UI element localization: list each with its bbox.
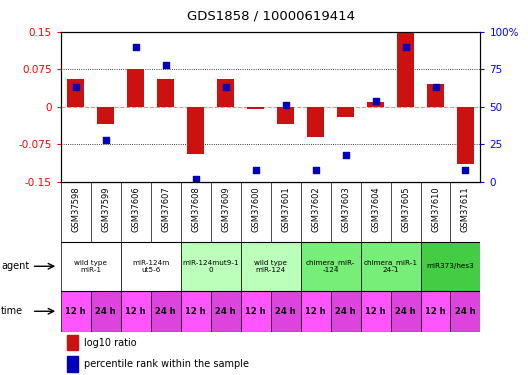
- Text: percentile rank within the sample: percentile rank within the sample: [84, 359, 249, 369]
- Text: 24 h: 24 h: [275, 307, 296, 316]
- Text: miR373/hes3: miR373/hes3: [427, 263, 474, 269]
- Text: GSM37611: GSM37611: [461, 186, 470, 232]
- Text: 24 h: 24 h: [215, 307, 236, 316]
- Text: 12 h: 12 h: [185, 307, 206, 316]
- Point: [461, 167, 470, 173]
- Text: GSM37601: GSM37601: [281, 186, 290, 232]
- Bar: [98, 107, 114, 124]
- Bar: [361, 291, 391, 332]
- Text: 12 h: 12 h: [425, 307, 446, 316]
- Text: 24 h: 24 h: [96, 307, 116, 316]
- Text: 12 h: 12 h: [246, 307, 266, 316]
- Text: GSM37607: GSM37607: [161, 186, 170, 232]
- Text: chimera_miR-
-124: chimera_miR- -124: [306, 260, 355, 273]
- Text: agent: agent: [1, 261, 30, 271]
- Bar: [211, 291, 241, 332]
- Text: time: time: [1, 306, 23, 316]
- Point: [101, 137, 110, 143]
- Point: [312, 167, 320, 173]
- Bar: [457, 107, 474, 164]
- Text: 24 h: 24 h: [395, 307, 416, 316]
- Text: GSM37600: GSM37600: [251, 186, 260, 232]
- Text: GSM37610: GSM37610: [431, 186, 440, 232]
- Bar: [91, 291, 121, 332]
- Bar: [367, 102, 384, 107]
- Bar: [121, 291, 150, 332]
- Point: [162, 62, 170, 68]
- Bar: [420, 291, 450, 332]
- Point: [431, 84, 440, 90]
- Text: GSM37606: GSM37606: [131, 186, 140, 232]
- Bar: [127, 69, 144, 107]
- Bar: [67, 335, 78, 350]
- Bar: [450, 291, 480, 332]
- Bar: [218, 80, 234, 107]
- Bar: [397, 33, 414, 107]
- Text: wild type
miR-124: wild type miR-124: [254, 260, 287, 273]
- Text: GSM37609: GSM37609: [221, 186, 230, 232]
- Text: miR-124m
ut5-6: miR-124m ut5-6: [132, 260, 169, 273]
- Bar: [427, 84, 444, 107]
- Text: wild type
miR-1: wild type miR-1: [74, 260, 107, 273]
- Text: 24 h: 24 h: [335, 307, 356, 316]
- Bar: [271, 291, 300, 332]
- Bar: [181, 291, 211, 332]
- Point: [371, 98, 380, 104]
- Bar: [307, 107, 324, 137]
- Text: 24 h: 24 h: [455, 307, 476, 316]
- Text: GSM37608: GSM37608: [191, 186, 200, 232]
- Point: [221, 84, 230, 90]
- Point: [131, 44, 140, 50]
- Bar: [61, 291, 91, 332]
- Point: [251, 167, 260, 173]
- Bar: [300, 291, 331, 332]
- Point: [71, 84, 80, 90]
- Point: [192, 176, 200, 182]
- Bar: [277, 107, 294, 124]
- Bar: [361, 242, 420, 291]
- Bar: [68, 80, 84, 107]
- Bar: [67, 357, 78, 372]
- Point: [401, 44, 410, 50]
- Bar: [300, 242, 361, 291]
- Text: 12 h: 12 h: [305, 307, 326, 316]
- Text: GSM37598: GSM37598: [71, 186, 80, 232]
- Text: 12 h: 12 h: [65, 307, 86, 316]
- Bar: [331, 291, 361, 332]
- Text: GSM37602: GSM37602: [311, 186, 320, 232]
- Bar: [61, 242, 121, 291]
- Bar: [391, 291, 420, 332]
- Text: GSM37604: GSM37604: [371, 186, 380, 232]
- Point: [341, 152, 350, 158]
- Text: GSM37599: GSM37599: [101, 186, 110, 232]
- Bar: [337, 107, 354, 117]
- Text: log10 ratio: log10 ratio: [84, 338, 136, 348]
- Text: GSM37605: GSM37605: [401, 186, 410, 232]
- Text: chimera_miR-1
24-1: chimera_miR-1 24-1: [364, 260, 418, 273]
- Bar: [247, 107, 264, 109]
- Bar: [121, 242, 181, 291]
- Bar: [241, 291, 271, 332]
- Bar: [157, 80, 174, 107]
- Bar: [420, 242, 480, 291]
- Text: 12 h: 12 h: [365, 307, 386, 316]
- Bar: [181, 242, 241, 291]
- Text: GSM37603: GSM37603: [341, 186, 350, 232]
- Bar: [187, 107, 204, 154]
- Point: [281, 102, 290, 108]
- Text: miR-124mut9-1
0: miR-124mut9-1 0: [182, 260, 239, 273]
- Text: 24 h: 24 h: [155, 307, 176, 316]
- Text: GDS1858 / 10000619414: GDS1858 / 10000619414: [186, 9, 355, 22]
- Text: 12 h: 12 h: [125, 307, 146, 316]
- Bar: [241, 242, 300, 291]
- Bar: [150, 291, 181, 332]
